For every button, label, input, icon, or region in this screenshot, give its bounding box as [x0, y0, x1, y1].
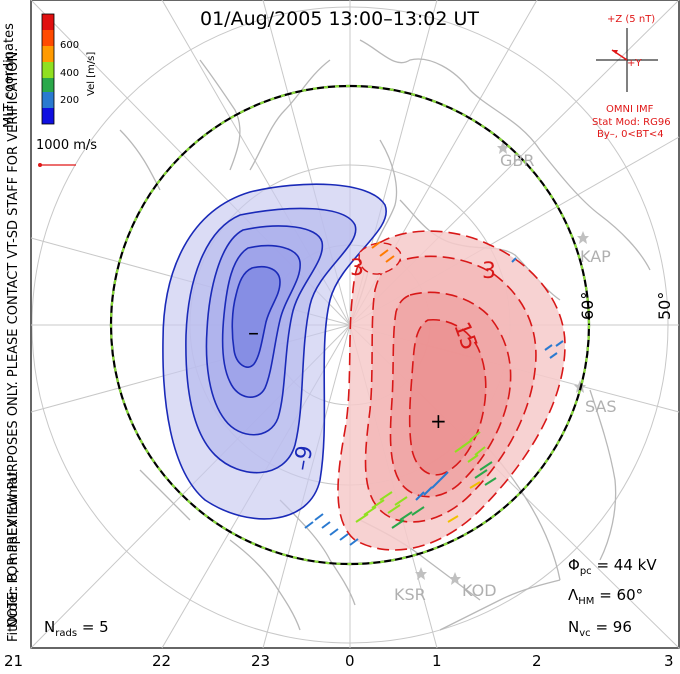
nvc-value: = 96	[595, 618, 632, 636]
positive-convection-cell	[337, 230, 566, 551]
imf-stat-mod: Stat Mod: RG96	[592, 117, 671, 128]
station-label-kap: KAP	[580, 247, 611, 266]
nvc-subscript: vc	[579, 628, 591, 639]
small-positive-lobe	[358, 242, 402, 275]
mlt-tick-0: 0	[345, 652, 355, 670]
lat-label-60: 60°	[578, 292, 597, 320]
colorbar-tick-600: 600	[60, 40, 79, 51]
phi-value: = 44 kV	[596, 556, 657, 574]
mlt-tick-1: 1	[432, 652, 442, 670]
lat-label-50: 50°	[655, 292, 674, 320]
mlt-tick-2: 2	[532, 652, 542, 670]
radar-count: Nrads = 5	[44, 618, 109, 639]
lambda-value: = 60°	[599, 586, 644, 604]
mlt-tick-23: 23	[251, 652, 271, 670]
lambda-symbol: Λ	[568, 586, 579, 604]
station-label-sas: SAS	[585, 397, 617, 416]
mlt-tick-22: 22	[152, 652, 172, 670]
nrads-value: = 5	[81, 618, 109, 636]
station-label-gbr: GBR	[500, 151, 535, 170]
station-label-kod: KOD	[462, 581, 497, 600]
nrads-symbol: N	[44, 618, 56, 636]
mlt-tick-3: 3	[664, 652, 674, 670]
station-label-ksr: KSR	[394, 585, 426, 604]
colorbar-tick-400: 400	[60, 68, 79, 79]
reference-vector-label: 1000 m/s	[36, 138, 98, 153]
colorbar-tick-200: 200	[60, 95, 79, 106]
velocity-colorbar	[41, 13, 55, 125]
contour-label-pos-small: 3	[350, 256, 364, 281]
imf-z-label: +Z (5 nT)	[607, 14, 656, 25]
negative-convection-cell	[162, 183, 387, 520]
phi-subscript: pc	[579, 566, 592, 577]
fit-order-note: FitOrder: 8, mapEX format	[6, 471, 21, 642]
imf-vector-arrowhead	[612, 50, 618, 54]
hm-latitude: ΛHM = 60°	[568, 586, 643, 607]
mlt-tick-21: 21	[4, 652, 24, 670]
hm-boundary-dash	[109, 84, 591, 566]
colorbar-label: Vel [m/s]	[86, 52, 97, 96]
velocity-vectors	[304, 241, 564, 546]
imf-conditions: By–, 0<BT<4	[597, 129, 664, 140]
imf-y-label: +Y	[627, 58, 642, 69]
potential-max-marker: +	[430, 409, 447, 433]
contour-label-pos-outer: 3	[482, 259, 496, 284]
potential-min-marker: –	[248, 321, 259, 346]
cross-polar-potential: Φpc = 44 kV	[568, 556, 657, 577]
contour-label-neg: –9	[289, 444, 318, 473]
nvc-symbol: N	[568, 618, 580, 636]
vector-count: Nvc = 96	[568, 618, 632, 639]
lambda-subscript: HM	[578, 596, 595, 607]
imf-omni: OMNI IMF	[606, 104, 654, 115]
phi-symbol: Φ	[568, 556, 580, 574]
map-title: 01/Aug/2005 13:00–13:02 UT	[200, 8, 480, 30]
nrads-subscript: rads	[55, 628, 78, 639]
